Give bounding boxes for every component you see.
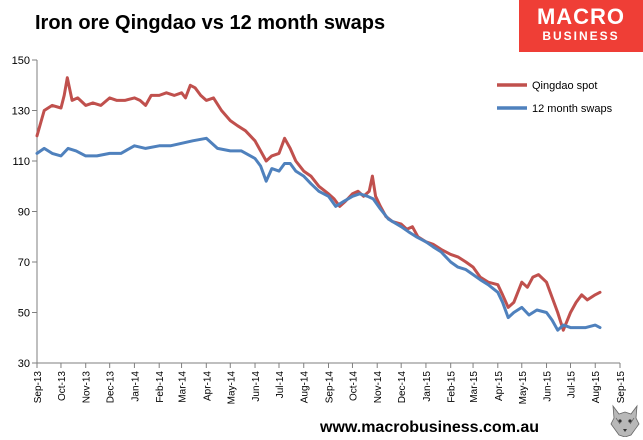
x-tick-label: Feb-14 bbox=[155, 371, 166, 403]
x-tick-label: Jul-14 bbox=[275, 371, 286, 399]
x-tick-label: May-14 bbox=[226, 371, 237, 405]
x-tick-label: Nov-14 bbox=[373, 371, 384, 404]
x-tick-label: Nov-13 bbox=[82, 371, 93, 404]
x-tick-label: Aug-14 bbox=[300, 371, 311, 404]
y-tick-label: 150 bbox=[12, 55, 30, 67]
x-tick-label: Jan-14 bbox=[130, 371, 141, 402]
logo-line-2: BUSINESS bbox=[542, 29, 620, 43]
x-tick-label: Dec-13 bbox=[106, 371, 117, 404]
x-tick-label: May-15 bbox=[518, 371, 529, 405]
chart-axes: 30 50 70 90 110 130 150 Sep-13 Oct-13 Nov-13 Dec-1… bbox=[12, 55, 627, 404]
x-tick-label: Mar-14 bbox=[178, 371, 189, 403]
chart-legend: Qingdao spot 12 month swaps bbox=[497, 80, 613, 115]
x-tick-label: Sep-14 bbox=[325, 371, 336, 404]
x-tick-label: Oct-13 bbox=[57, 371, 68, 401]
x-tick-label: Jun-15 bbox=[543, 371, 554, 402]
legend-label-swaps: 12 month swaps bbox=[532, 103, 613, 115]
x-tick-label: Aug-15 bbox=[591, 371, 602, 404]
x-tick-label: Feb-15 bbox=[447, 371, 458, 403]
x-tick-label: Sep-15 bbox=[616, 371, 627, 404]
y-tick-label: 110 bbox=[12, 156, 30, 168]
x-tick-label: Apr-15 bbox=[494, 371, 505, 401]
logo-line-1: MACRO bbox=[536, 4, 626, 29]
y-tick-label: 50 bbox=[18, 308, 30, 320]
x-tick-label: Mar-15 bbox=[469, 371, 480, 403]
y-tick-label: 90 bbox=[18, 207, 30, 219]
wolf-head-icon bbox=[610, 404, 640, 437]
x-tick-label: Jan-15 bbox=[422, 371, 433, 402]
y-tick-label: 130 bbox=[12, 106, 30, 118]
chart-title: Iron ore Qingdao vs 12 month swaps bbox=[35, 12, 386, 34]
y-tick-label: 30 bbox=[18, 358, 30, 370]
x-tick-label: Dec-14 bbox=[397, 371, 408, 404]
x-tick-label: Jun-14 bbox=[251, 371, 262, 402]
x-tick-label: Oct-14 bbox=[348, 371, 359, 401]
x-tick-label: Apr-14 bbox=[202, 371, 213, 401]
x-tick-label: Sep-13 bbox=[33, 371, 44, 404]
footer-url: www.macrobusiness.com.au bbox=[320, 419, 540, 436]
macrobusiness-logo: MACRO BUSINESS bbox=[519, 0, 643, 52]
x-tick-label: Jul-15 bbox=[566, 371, 577, 399]
qingdao-spot-line bbox=[35, 76, 602, 332]
swaps-line bbox=[35, 136, 602, 332]
chart-series bbox=[35, 76, 602, 332]
legend-label-qingdao: Qingdao spot bbox=[532, 80, 597, 92]
y-tick-label: 70 bbox=[18, 257, 30, 269]
